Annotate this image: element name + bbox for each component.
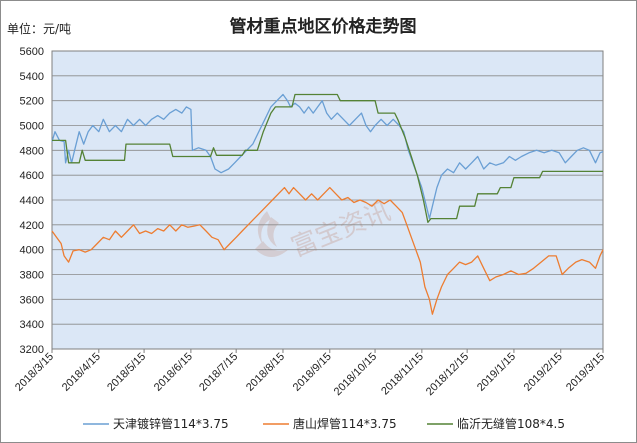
y-tick-label: 4400 — [20, 195, 44, 207]
y-tick-label: 5400 — [20, 71, 44, 83]
y-tick-label: 4800 — [20, 145, 44, 157]
x-tick-label: 2018/4/15 — [60, 351, 103, 394]
y-tick-label: 3800 — [20, 270, 44, 282]
y-tick-label: 3200 — [20, 344, 44, 356]
y-tick-label: 4000 — [20, 245, 44, 257]
x-tick-label: 2018/5/15 — [105, 351, 148, 394]
series-line-3 — [52, 93, 603, 224]
x-tick-label: 2018/3/15 — [13, 351, 56, 394]
x-axis-ticks: 2018/3/15 2018/4/15 2018/5/15 2018/6/15 2018… — [13, 349, 607, 398]
y-tick-label: 5600 — [20, 46, 44, 58]
x-tick-label: 2019/2/15 — [522, 351, 565, 394]
x-tick-label: 2018/8/15 — [244, 351, 287, 394]
y-tick-label: 5000 — [20, 121, 44, 133]
x-tick-label: 2018/11/15 — [379, 351, 426, 398]
series-line-1 — [51, 93, 604, 220]
x-tick-label: 2019/3/15 — [564, 351, 607, 394]
x-tick-label: 2018/6/15 — [152, 351, 195, 394]
legend-label-2: 唐山焊管114*3.75 — [293, 416, 397, 431]
legend: 天津镀锌管114*3.75 唐山焊管114*3.75 临沂无缝管108*4.5 — [83, 416, 565, 431]
series-line-2 — [51, 186, 604, 315]
y-tick-label: 3400 — [20, 319, 44, 331]
y-tick-label: 4200 — [20, 220, 44, 232]
gridlines — [52, 75, 603, 325]
x-tick-label: 2018/9/15 — [291, 351, 334, 394]
legend-label-3: 临沂无缝管108*4.5 — [457, 416, 565, 431]
x-tick-label: 2018/12/15 — [424, 351, 471, 398]
y-axis-ticks: 3200 3400 3600 3800 4000 4200 4400 4600 4800 5000… — [20, 46, 44, 356]
chart-title: 管材重点地区价格走势图 — [230, 16, 417, 37]
unit-label: 单位：元/吨 — [7, 21, 71, 36]
x-tick-label: 2018/7/15 — [197, 351, 240, 394]
x-tick-label: 2019/1/15 — [475, 351, 518, 394]
x-tick-label: 2018/10/15 — [332, 351, 379, 398]
y-tick-label: 5200 — [20, 96, 44, 108]
y-tick-label: 4600 — [20, 170, 44, 182]
legend-label-1: 天津镀锌管114*3.75 — [113, 416, 229, 431]
series-lines — [51, 93, 604, 315]
y-tick-label: 3600 — [20, 294, 44, 306]
